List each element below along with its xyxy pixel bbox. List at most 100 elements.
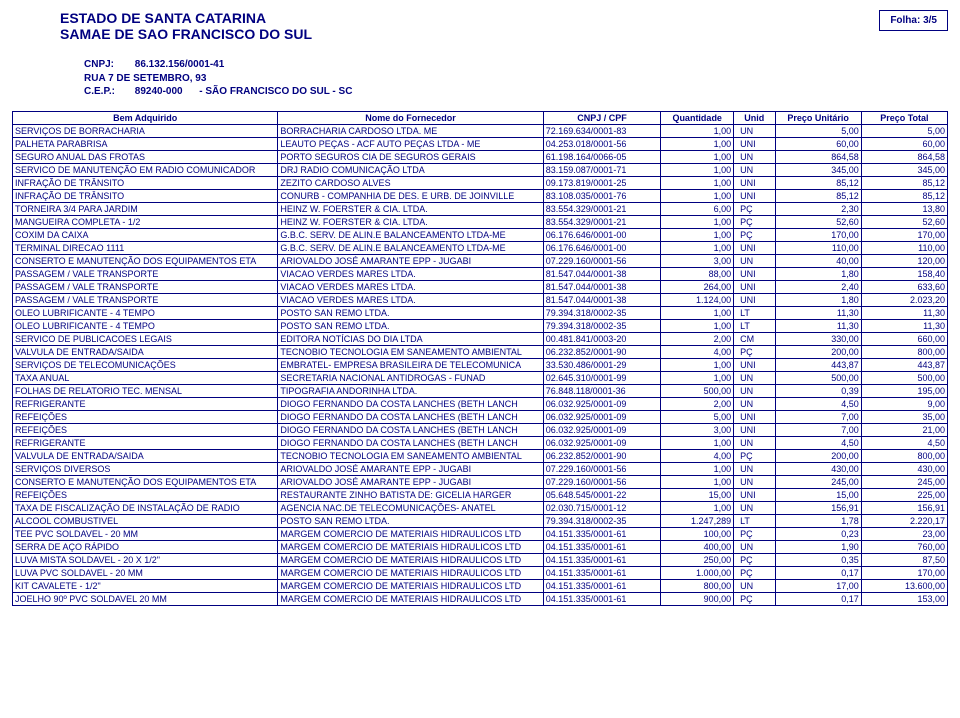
table-cell: LEAUTO PEÇAS - ACF AUTO PEÇAS LTDA - ME [278,137,543,150]
table-cell: 400,00 [661,540,734,553]
table-row: REFEIÇÕESDIOGO FERNANDO DA COSTA LANCHES… [13,423,948,436]
table-cell: HEINZ W. FOERSTER & CIA. LTDA. [278,202,543,215]
table-cell: DIOGO FERNANDO DA COSTA LANCHES (BETH LA… [278,397,543,410]
table-cell: 0,23 [775,527,861,540]
table-cell: SERVICO DE MANUTENÇÃO EM RADIO COMUNICAD… [13,163,278,176]
table-cell: 195,00 [861,384,947,397]
table-cell: 1,00 [661,241,734,254]
table-cell: 83.159.087/0001-71 [543,163,661,176]
table-cell: TORNEIRA 3/4 PARA JARDIM [13,202,278,215]
table-cell: 1,00 [661,358,734,371]
table-cell: 170,00 [861,228,947,241]
table-cell: 06.176.646/0001-00 [543,241,661,254]
table-cell: 06.232.852/0001-90 [543,345,661,358]
table-cell: 07.229.160/0001-56 [543,254,661,267]
org-state: ESTADO DE SANTA CATARINA [60,10,312,26]
table-cell: 245,00 [861,475,947,488]
table-cell: PÇ [734,527,775,540]
table-cell: 11,30 [775,319,861,332]
table-cell: 2,00 [661,397,734,410]
table-cell: 6,00 [661,202,734,215]
table-cell: 660,00 [861,332,947,345]
table-cell: 06.176.646/0001-00 [543,228,661,241]
table-cell: TECNOBIO TECNOLOGIA EM SANEAMENTO AMBIEN… [278,345,543,358]
table-cell: PÇ [734,566,775,579]
org-details: CNPJ: 86.132.156/0001-41 RUA 7 DE SETEMB… [12,58,948,99]
table-cell: DIOGO FERNANDO DA COSTA LANCHES (BETH LA… [278,410,543,423]
table-cell: PASSAGEM / VALE TRANSPORTE [13,280,278,293]
table-cell: 1,00 [661,306,734,319]
table-cell: 100,00 [661,527,734,540]
table-cell: VIACAO VERDES MARES LTDA. [278,267,543,280]
table-cell: 79.394.318/0002-35 [543,306,661,319]
table-cell: PÇ [734,345,775,358]
table-cell: 7,00 [775,410,861,423]
table-cell: UNI [734,176,775,189]
table-cell: 04.151.335/0001-61 [543,579,661,592]
table-cell: RESTAURANTE ZINHO BATISTA DE: GICELIA HA… [278,488,543,501]
table-cell: BORRACHARIA CARDOSO LTDA. ME [278,124,543,137]
table-cell: UNI [734,280,775,293]
table-cell: 1,00 [661,436,734,449]
table-cell: 4,50 [775,397,861,410]
table-row: OLEO LUBRIFICANTE - 4 TEMPOPOSTO SAN REM… [13,306,948,319]
table-cell: VALVULA DE ENTRADA/SAIDA [13,449,278,462]
table-cell: 00.481.841/0003-20 [543,332,661,345]
table-cell: LUVA PVC SOLDAVEL - 20 MM [13,566,278,579]
table-cell: FOLHAS DE RELATORIO TEC. MENSAL [13,384,278,397]
table-cell: UNI [734,137,775,150]
table-cell: MARGEM COMERCIO DE MATERIAIS HIDRAULICOS… [278,540,543,553]
table-cell: UN [734,475,775,488]
table-cell: 1,80 [775,267,861,280]
table-cell: 81.547.044/0001-38 [543,280,661,293]
table-cell: MARGEM COMERCIO DE MATERIAIS HIDRAULICOS… [278,527,543,540]
report-page: ESTADO DE SANTA CATARINA SAMAE DE SAO FR… [0,0,960,626]
table-cell: 85,12 [861,189,947,202]
table-cell: DIOGO FERNANDO DA COSTA LANCHES (BETH LA… [278,423,543,436]
table-cell: MARGEM COMERCIO DE MATERIAIS HIDRAULICOS… [278,592,543,605]
table-cell: 3,00 [661,423,734,436]
table-cell: 15,00 [775,488,861,501]
table-cell: 06.032.925/0001-09 [543,436,661,449]
table-row: SERVIÇOS DE BORRACHARIABORRACHARIA CARDO… [13,124,948,137]
cep-city: - SÃO FRANCISCO DO SUL - SC [199,86,352,97]
table-row: TAXA DE FISCALIZAÇÃO DE INSTALAÇÃO DE RA… [13,501,948,514]
table-row: LUVA MISTA SOLDAVEL - 20 X 1/2"MARGEM CO… [13,553,948,566]
table-cell: LT [734,319,775,332]
table-cell: INFRAÇÃO DE TRÂNSITO [13,176,278,189]
table-cell: SERVIÇOS DE BORRACHARIA [13,124,278,137]
table-cell: 800,00 [861,449,947,462]
table-cell: 13,80 [861,202,947,215]
table-cell: 0,17 [775,566,861,579]
table-cell: SECRETARIA NACIONAL ANTIDROGAS - FUNAD [278,371,543,384]
table-row: TEE PVC SOLDAVEL - 20 MMMARGEM COMERCIO … [13,527,948,540]
table-cell: 60,00 [775,137,861,150]
table-cell: MARGEM COMERCIO DE MATERIAIS HIDRAULICOS… [278,553,543,566]
table-cell: POSTO SAN REMO LTDA. [278,319,543,332]
table-row: COXIM DA CAIXAG.B.C. SERV. DE ALIN.E BAL… [13,228,948,241]
table-cell: 1,00 [661,215,734,228]
table-cell: 1,00 [661,228,734,241]
table-cell: CONSERTO E MANUTENÇÃO DOS EQUIPAMENTOS E… [13,254,278,267]
table-cell: 2.220,17 [861,514,947,527]
table-row: REFEIÇÕESDIOGO FERNANDO DA COSTA LANCHES… [13,410,948,423]
table-cell: 06.232.852/0001-90 [543,449,661,462]
table-cell: PÇ [734,202,775,215]
table-cell: REFRIGERANTE [13,436,278,449]
table-cell: TAXA DE FISCALIZAÇÃO DE INSTALAÇÃO DE RA… [13,501,278,514]
table-cell: 35,00 [861,410,947,423]
table-row: TORNEIRA 3/4 PARA JARDIMHEINZ W. FOERSTE… [13,202,948,215]
table-cell: UNI [734,423,775,436]
table-cell: 200,00 [775,345,861,358]
table-cell: UNI [734,189,775,202]
table-cell: 04.151.335/0001-61 [543,553,661,566]
table-cell: 264,00 [661,280,734,293]
table-cell: 1,00 [661,189,734,202]
table-cell: PASSAGEM / VALE TRANSPORTE [13,293,278,306]
table-row: REFRIGERANTEDIOGO FERNANDO DA COSTA LANC… [13,436,948,449]
table-row: SERVICO DE MANUTENÇÃO EM RADIO COMUNICAD… [13,163,948,176]
table-cell: SERRA DE AÇO RÁPIDO [13,540,278,553]
table-cell: 04.151.335/0001-61 [543,592,661,605]
table-cell: CONSERTO E MANUTENÇÃO DOS EQUIPAMENTOS E… [13,475,278,488]
table-cell: 83.554.329/0001-21 [543,215,661,228]
